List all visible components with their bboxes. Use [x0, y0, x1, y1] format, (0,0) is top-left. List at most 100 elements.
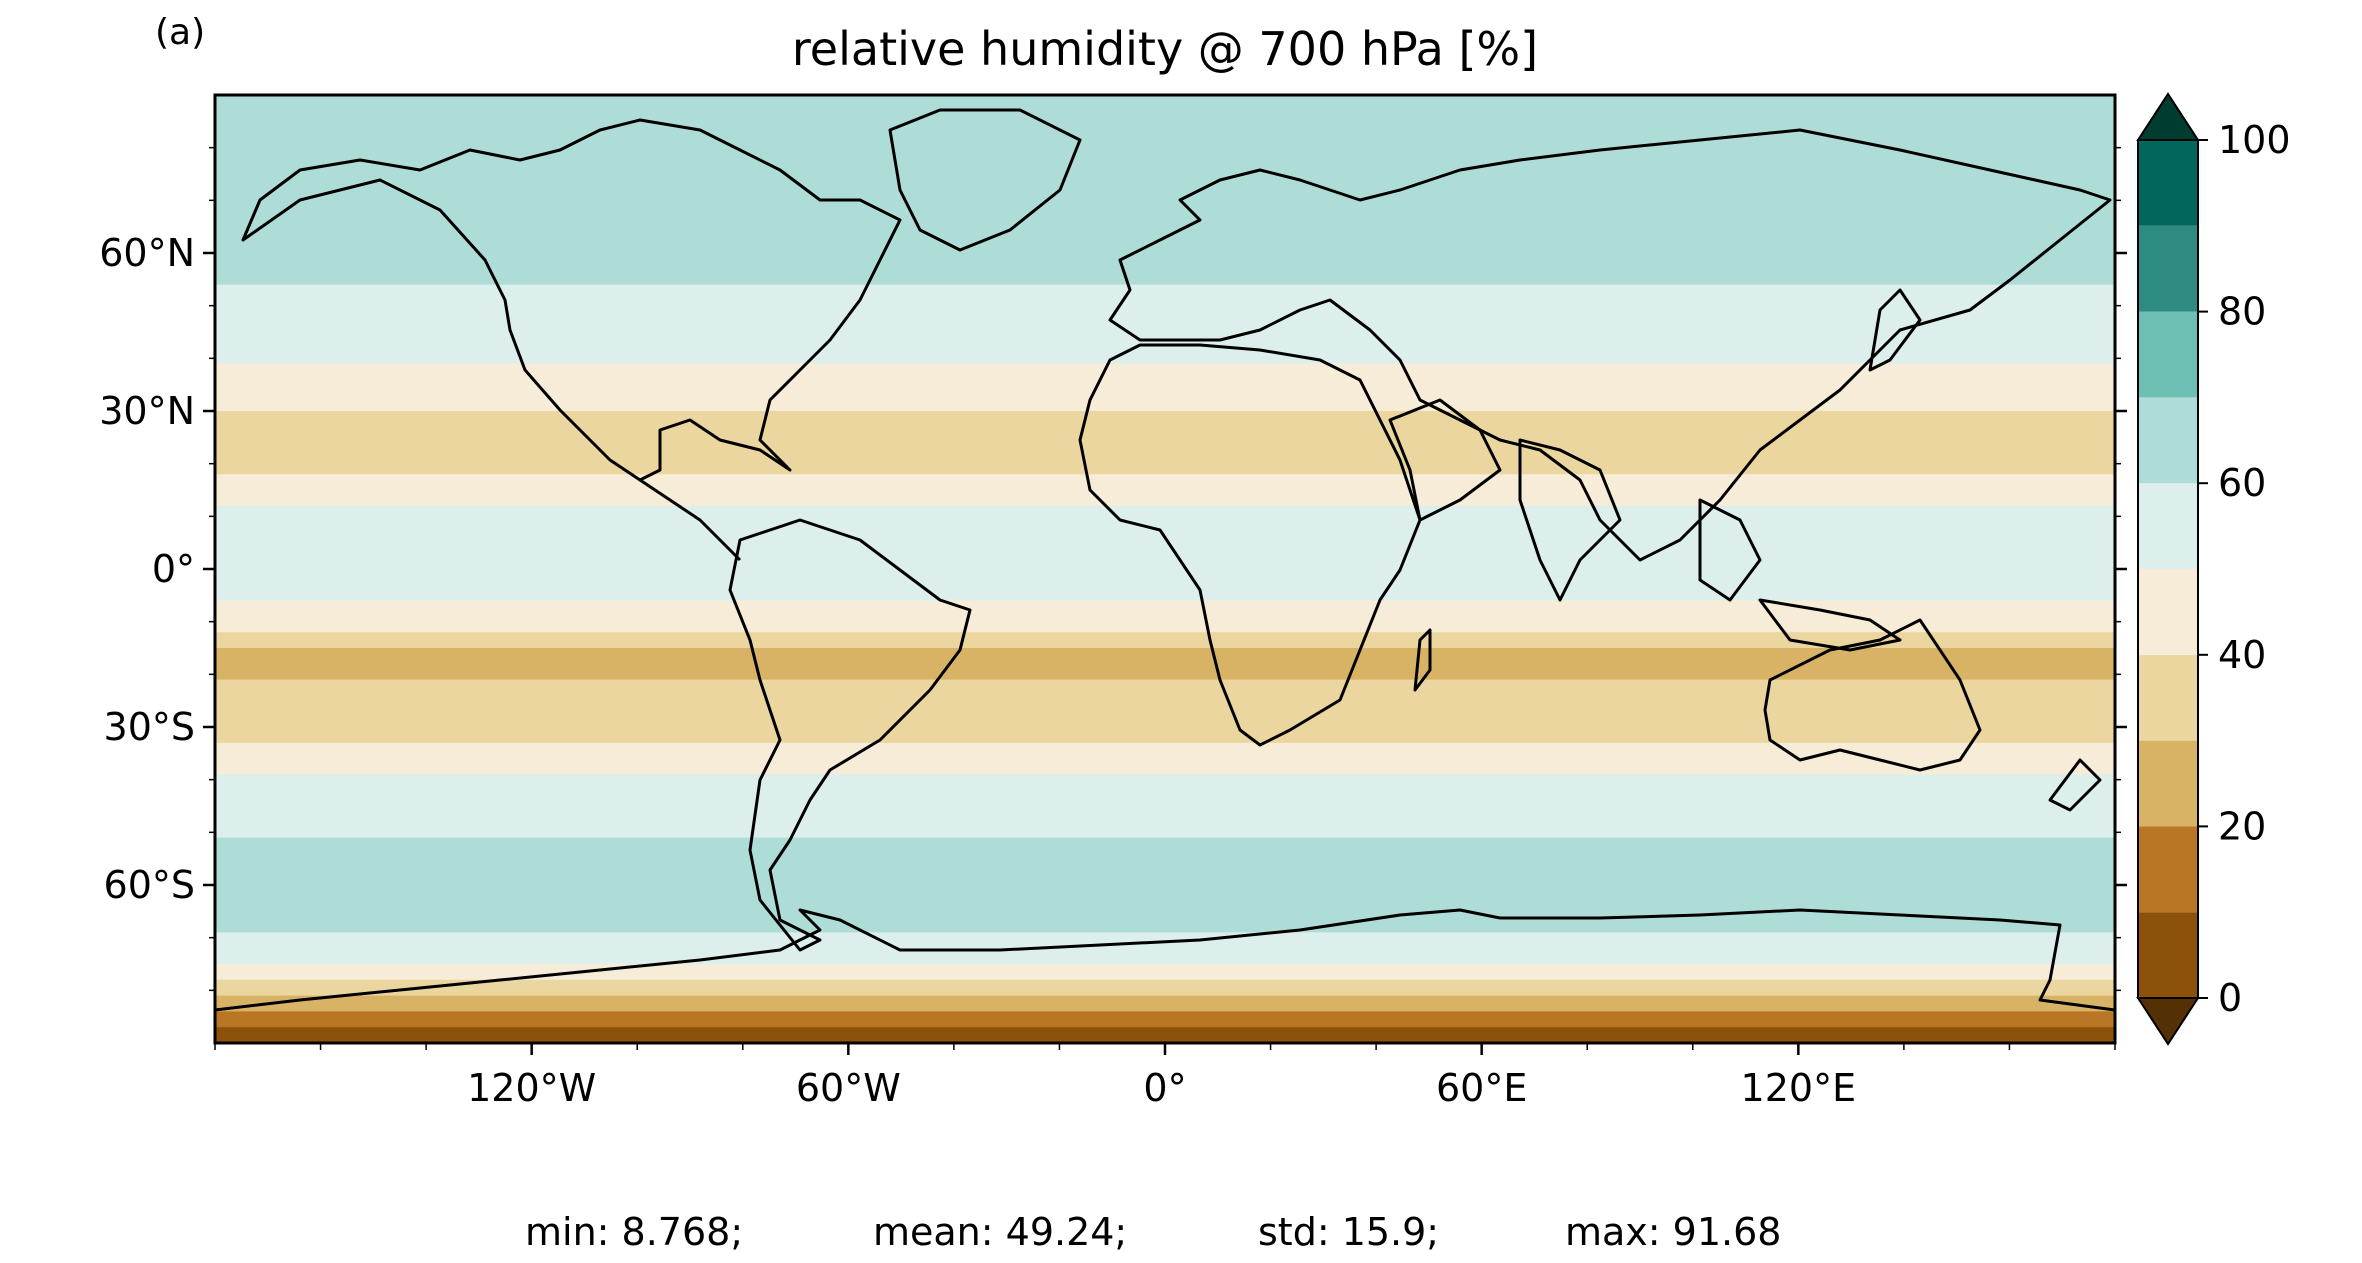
field-band	[215, 379, 2115, 396]
lon-tick-label: 0°	[1143, 1066, 1186, 1110]
coastline-new-zealand	[2048, 758, 2102, 812]
lon-tick-label: 60°W	[796, 1066, 901, 1110]
field-band	[215, 126, 2115, 143]
field-band	[215, 711, 2115, 728]
field-band	[215, 1011, 2115, 1028]
field-band	[215, 395, 2115, 412]
field-band	[215, 900, 2115, 918]
coastline-southeast-asia	[1698, 498, 1902, 652]
lon-tick-label: 60°E	[1436, 1066, 1527, 1110]
field-band	[215, 632, 2115, 649]
field-band	[215, 95, 2115, 112]
coastline-greenland	[888, 108, 1082, 252]
field-band	[215, 964, 2115, 981]
field-band	[215, 916, 2115, 933]
stat-mean: mean: 49.24;	[873, 1210, 1127, 1254]
field-band	[215, 300, 2115, 317]
coastline-north-america	[241, 118, 902, 482]
stat-max: max: 91.68	[1565, 1210, 1781, 1254]
coastlines	[215, 108, 2115, 1012]
field-band	[215, 663, 2115, 681]
axis-ticks: 60°N 30°N 0° 30°S 60°S 120°W 60°W 0° 60°E 120°E	[99, 146, 2127, 1110]
field-band	[215, 885, 2115, 902]
colorbar-extend-over	[2136, 92, 2200, 141]
field-band	[215, 837, 2115, 854]
field-band	[215, 458, 2115, 475]
field-band	[215, 806, 2115, 823]
field-band	[215, 189, 2115, 207]
field-band	[215, 790, 2115, 807]
colorbar-tick-label: 80	[2218, 290, 2266, 334]
colorbar-level	[2138, 225, 2198, 312]
field-band	[215, 316, 2115, 333]
coastline-central-america	[639, 478, 742, 562]
field-band	[215, 695, 2115, 712]
field-band	[215, 584, 2115, 602]
field-band	[215, 505, 2115, 523]
lat-tick-label: 30°S	[104, 705, 195, 749]
field-band	[215, 758, 2115, 775]
field-band	[215, 1027, 2115, 1043]
lat-tick-label: 60°N	[99, 231, 195, 275]
field-band	[215, 158, 2115, 175]
field-band	[215, 174, 2115, 191]
field-band	[215, 869, 2115, 886]
colorbar-tick-label: 20	[2218, 804, 2266, 848]
field-band	[215, 363, 2115, 380]
lat-tick-label: 60°S	[104, 863, 195, 907]
coastline-arabia	[1388, 398, 1502, 522]
field-band	[215, 205, 2115, 222]
colorbar-tick-label: 60	[2218, 461, 2266, 505]
stat-min: min: 8.768;	[525, 1210, 743, 1254]
colorbar-level	[2138, 311, 2198, 398]
field-band	[215, 442, 2115, 459]
field-band	[215, 569, 2115, 586]
field-band	[215, 600, 2115, 617]
field-band	[215, 727, 2115, 744]
field-band	[215, 821, 2115, 839]
lon-tick-label: 120°W	[467, 1066, 596, 1110]
lon-tick-label: 120°E	[1741, 1066, 1857, 1110]
colorbar-level	[2138, 740, 2198, 827]
coastline-europe-asia	[1108, 128, 2112, 562]
lat-tick-label: 30°N	[99, 389, 195, 433]
colorbar-tick-label: 40	[2218, 633, 2266, 677]
colorbar-level	[2138, 483, 2198, 569]
field-band	[215, 774, 2115, 791]
humidity-field	[215, 95, 2115, 1043]
field-band	[215, 979, 2115, 997]
colorbar-frame	[2137, 139, 2199, 999]
field-band	[215, 411, 2115, 428]
coastline-south-america	[728, 518, 972, 952]
field-band	[215, 537, 2115, 554]
field-band	[215, 221, 2115, 238]
coastline-japan	[1868, 288, 1922, 372]
colorbar-level	[2138, 912, 2198, 998]
colorbar-tick-label: 100	[2218, 118, 2291, 162]
colorbar-level	[2138, 654, 2198, 741]
field-band	[215, 268, 2115, 286]
field-band	[215, 995, 2115, 1012]
field-band	[215, 742, 2115, 760]
colorbar-level	[2138, 569, 2198, 655]
panel-label: (a)	[155, 12, 205, 53]
colorbar-level	[2138, 397, 2198, 484]
field-band	[215, 426, 2115, 444]
field-band	[215, 110, 2115, 128]
field-band	[215, 679, 2115, 696]
field-band	[215, 616, 2115, 633]
colorbar-level	[2138, 140, 2198, 226]
field-band	[215, 521, 2115, 538]
lat-tick-label: 0°	[152, 547, 195, 591]
coastline-africa	[1078, 343, 1422, 747]
coastline-india	[1518, 438, 1622, 602]
colorbar-extend-under	[2136, 997, 2200, 1046]
field-band	[215, 648, 2115, 665]
field-band	[215, 284, 2115, 301]
field-band	[215, 853, 2115, 870]
field-band	[215, 948, 2115, 965]
map-title: relative humidity @ 700 hPa [%]	[792, 22, 1538, 76]
field-band	[215, 553, 2115, 570]
